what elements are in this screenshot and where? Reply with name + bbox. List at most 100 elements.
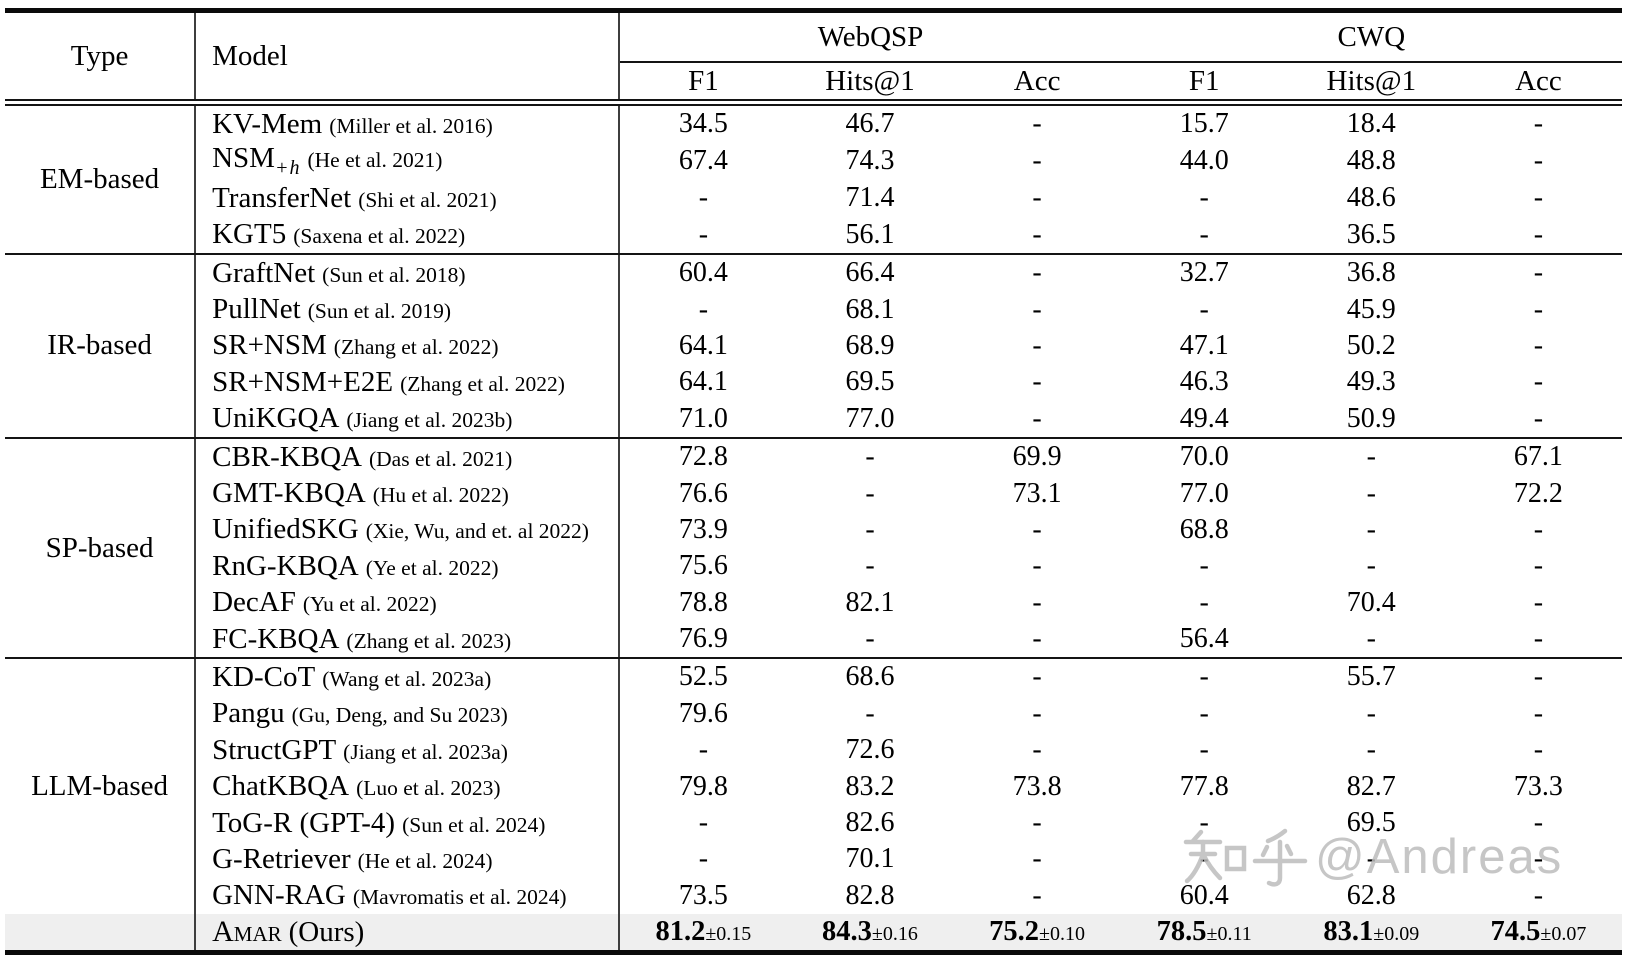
table-row: FC-KBQA (Zhang et al. 2023) 76.9- -56.4- - [5, 620, 1622, 660]
metric-value: 36.5 [1287, 216, 1455, 255]
metric-value: - [698, 734, 709, 766]
ours-metric-std: ±0.15 [705, 923, 752, 946]
metric-value: 77.0 [786, 400, 954, 439]
table-row: KGT5 (Saxena et al. 2022) -56.1- -36.5- [5, 216, 1622, 255]
model-name: SR+NSM+E2E [212, 365, 394, 398]
metric-value: 70.1 [845, 843, 895, 875]
metric-value: - [1199, 182, 1209, 214]
metric-value: - [865, 477, 875, 509]
metric-value: - [1032, 257, 1042, 289]
model-cell: KGT5 (Saxena et al. 2022) [195, 216, 621, 255]
model-cell: CBR-KBQA (Das et al. 2021) [195, 437, 621, 476]
table-row: Pangu (Gu, Deng, and Su 2023) 79.6 - - - - - [5, 695, 1622, 733]
ours-metric-value: 75.2±0.10 [953, 914, 1121, 953]
ours-metric-mean: 83.1 [1323, 916, 1374, 948]
model-citation: (He et al. 2024) [357, 848, 493, 873]
table-row: TransferNet (Shi et al. 2021) - 71.4 - - 48.6 - [5, 180, 1622, 217]
model-name: GNN-RAG [212, 879, 346, 912]
metric-value: 77.8 [1179, 770, 1229, 802]
metric-value: - [1366, 697, 1376, 729]
metric-value: - [1199, 843, 1209, 875]
ours-metric-std: ±0.11 [1206, 923, 1252, 946]
model-name: FC-KBQA [212, 622, 340, 655]
metric-value: 72.6 [845, 734, 895, 766]
model-citation: (Sun et al. 2018) [322, 262, 466, 287]
model-name: UniKGQA [212, 402, 340, 435]
metric-value: 73.8 [1012, 770, 1062, 802]
model-cell: GMT-KBQA (Hu et al. 2022) [195, 475, 621, 512]
metric-value: 48.8 [1346, 145, 1396, 177]
metric-value: - [1032, 329, 1042, 361]
metric-value: - [1032, 661, 1042, 693]
ours-metric-mean: 75.2 [989, 916, 1040, 948]
metric-value: 82.7 [1346, 770, 1396, 802]
metric-value: - [1533, 734, 1544, 766]
table-row: UnifiedSKG (Xie, Wu, and et. al 2022) 73.9… [5, 511, 1622, 549]
metric-value: - [1032, 366, 1042, 398]
type-group-label: SP-based [5, 437, 197, 660]
metric-value: - [1287, 620, 1455, 660]
metric-value: 67.1 [1513, 441, 1563, 473]
model-cell: KV-Mem (Miller et al. 2016) [195, 102, 621, 143]
metric-value: - [1366, 441, 1376, 473]
dataset-header-cwq: CWQ [1120, 10, 1622, 63]
model-cell: Pangu (Gu, Deng, and Su 2023) [195, 695, 621, 733]
metric-value: 70.4 [1346, 586, 1396, 618]
metric-value: - [698, 293, 709, 325]
table-body: EM-based KV-Mem (Miller et al. 2016) 34.5 46… [5, 102, 1622, 953]
model-cell: PullNet (Sun et al. 2019) [195, 291, 621, 328]
model-cell: ChatKBQA (Luo et al. 2023) [195, 768, 621, 805]
ours-metric-std: ±0.10 [1039, 923, 1086, 946]
type-group-label: EM-based [5, 102, 197, 255]
metric-value: 47.1 [1179, 329, 1229, 361]
metric-value: 72.2 [1513, 477, 1563, 509]
ours-metric-value: 81.2±0.15 [619, 914, 787, 953]
metric-value: 68.6 [845, 661, 895, 693]
metric-value: - [1199, 293, 1209, 325]
ours-type-cell [5, 914, 197, 953]
metric-value: 68.9 [845, 329, 895, 361]
metric-value: 64.1 [678, 329, 728, 361]
model-name: UnifiedSKG [212, 513, 359, 546]
metric-value: - [1533, 108, 1544, 140]
model-name: DecAF [212, 586, 296, 619]
model-cell: ToG-R (GPT-4) (Sun et al. 2024) [195, 804, 621, 842]
model-citation: (Miller et al. 2016) [329, 113, 493, 138]
table-row: EM-based KV-Mem (Miller et al. 2016) 34.5 46… [5, 102, 1622, 255]
table-header: Type Model WebQSP CWQ F1 Hits@1 Acc F1 H… [5, 10, 1622, 106]
model-cell: NSM+h (He et al. 2021) [195, 142, 621, 181]
ours-model-cell: Amar (Ours) [195, 914, 621, 953]
metric-value: - [1199, 550, 1209, 582]
table-row: IR-based GraftNet (Sun et al. 2018) 60.4 66.… [5, 253, 1622, 439]
ours-metric-mean: 84.3 [822, 916, 872, 948]
metric-value: 82.8 [845, 879, 895, 911]
table-row: SR+NSM+E2E (Zhang et al. 2022) 64.1 69.5 - 46… [5, 364, 1622, 401]
metric-value: - [865, 513, 875, 545]
table-row: StructGPT (Jiang et al. 2023a) - 72.6 - - - - [5, 732, 1622, 769]
metric-value: - [619, 216, 787, 255]
model-cell: TransferNet (Shi et al. 2021) [195, 180, 621, 217]
model-citation: (Mavromatis et al. 2024) [352, 885, 567, 910]
metric-value: - [1032, 734, 1042, 766]
metric-value: - [1533, 697, 1544, 729]
model-name: SR+NSM [212, 329, 327, 362]
metric-value: - [698, 843, 709, 875]
model-cell: SR+NSM+E2E (Zhang et al. 2022) [195, 364, 621, 401]
metric-value: 71.0 [619, 400, 787, 439]
table-row: GMT-KBQA (Hu et al. 2022) 76.6 - 73.1 77.0 - 72… [5, 475, 1622, 512]
metric-value: - [865, 697, 875, 729]
model-name: RnG-KBQA [212, 549, 359, 582]
metric-value: - [1032, 108, 1042, 140]
ours-metric-value: 83.1±0.09 [1287, 914, 1455, 953]
metric-value: - [1199, 661, 1209, 693]
metric-value: - [1120, 216, 1288, 255]
column-header-cwq-acc: Acc [1454, 62, 1622, 106]
metric-value: - [1454, 400, 1622, 439]
metric-value: 73.1 [1012, 477, 1062, 509]
metric-value: - [1533, 513, 1544, 545]
ours-metric-std: ±0.07 [1540, 923, 1587, 946]
metric-value: 76.9 [619, 620, 787, 660]
model-name: TransferNet [212, 181, 352, 214]
metric-value: - [1533, 182, 1544, 214]
metric-value: 32.7 [1179, 257, 1229, 289]
